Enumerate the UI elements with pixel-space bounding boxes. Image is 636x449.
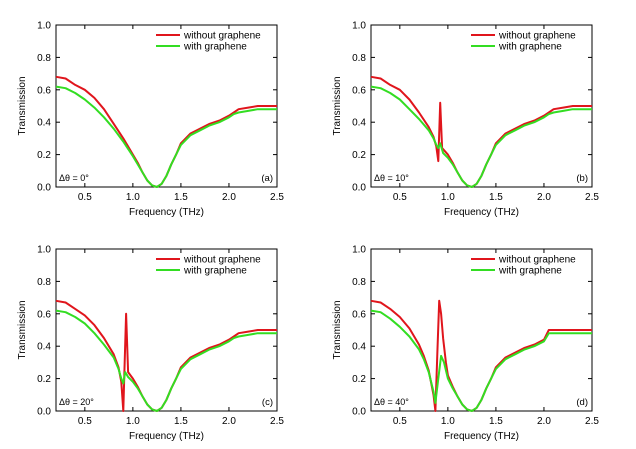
- delta-theta-annotation: Δθ = 40°: [374, 397, 409, 407]
- series-line-without-graphene: [370, 75, 592, 188]
- panel-label: (a): [261, 173, 273, 184]
- x-tick-label: 2.5: [585, 192, 599, 203]
- x-tick-label: 2.0: [537, 192, 551, 203]
- y-tick-label: 0.0: [37, 407, 51, 418]
- legend-label: with graphene: [183, 266, 247, 277]
- x-tick-label: 0.5: [393, 416, 407, 427]
- y-axis-label: Transmission: [332, 76, 343, 135]
- x-axis-label: Frequency (THz): [129, 207, 204, 218]
- y-tick-label: 0.0: [352, 407, 366, 418]
- series-line-without-graphene: [370, 299, 592, 412]
- x-axis-label: Frequency (THz): [129, 431, 204, 442]
- x-tick-label: 1.0: [126, 192, 140, 203]
- y-tick-label: 1.0: [37, 245, 51, 256]
- legend-label: with graphene: [498, 266, 562, 277]
- x-tick-label: 1.5: [174, 192, 188, 203]
- legend-label: without graphene: [183, 31, 261, 42]
- y-tick-label: 0.6: [37, 85, 51, 96]
- y-tick-label: 1.0: [352, 21, 366, 32]
- y-tick-label: 0.6: [352, 309, 366, 320]
- delta-theta-annotation: Δθ = 0°: [59, 173, 89, 183]
- legend-label: without graphene: [183, 255, 261, 266]
- y-tick-label: 0.8: [37, 277, 51, 288]
- y-tick-label: 0.6: [352, 85, 366, 96]
- delta-theta-annotation: Δθ = 20°: [59, 397, 94, 407]
- x-tick-label: 1.0: [126, 416, 140, 427]
- y-tick-label: 0.4: [37, 118, 51, 129]
- x-tick-label: 0.5: [393, 192, 407, 203]
- x-tick-label: 1.0: [441, 416, 455, 427]
- panel-label: (c): [262, 397, 273, 408]
- y-tick-label: 0.8: [352, 277, 366, 288]
- chart-panel-1: 0.0 0.2 0.4 0.6 0.8 1.0 0.5 1.0 1.5 2.0 2.5 Frequen…: [17, 21, 284, 219]
- y-tick-label: 0.8: [352, 53, 366, 64]
- x-tick-label: 0.5: [78, 416, 92, 427]
- x-tick-label: 2.0: [222, 416, 236, 427]
- delta-theta-annotation: Δθ = 10°: [374, 173, 409, 183]
- series-line-with-graphene: [370, 309, 592, 412]
- x-tick-label: 1.5: [489, 192, 503, 203]
- y-tick-label: 1.0: [37, 21, 51, 32]
- y-tick-label: 0.4: [352, 342, 366, 353]
- x-axis-label: Frequency (THz): [444, 431, 519, 442]
- series-line-without-graphene: [55, 75, 277, 188]
- legend-label: without graphene: [498, 255, 576, 266]
- chart-panel-2: 0.0 0.2 0.4 0.6 0.8 1.0 0.5 1.0 1.5 2.0 2.5 Frequen…: [332, 21, 599, 219]
- chart-panel-3: 0.0 0.2 0.4 0.6 0.8 1.0 0.5 1.0 1.5 2.0 2.5 Frequen…: [17, 245, 284, 443]
- x-tick-label: 1.5: [174, 416, 188, 427]
- x-axis-label: Frequency (THz): [444, 207, 519, 218]
- legend-label: with graphene: [183, 42, 247, 53]
- x-tick-label: 2.5: [270, 192, 284, 203]
- series-line-with-graphene: [55, 309, 277, 412]
- y-tick-label: 0.2: [352, 374, 366, 385]
- y-tick-label: 1.0: [352, 245, 366, 256]
- y-tick-label: 0.2: [37, 374, 51, 385]
- y-tick-label: 0.2: [37, 150, 51, 161]
- y-tick-label: 0.0: [37, 183, 51, 194]
- x-tick-label: 1.0: [441, 192, 455, 203]
- y-tick-label: 0.0: [352, 183, 366, 194]
- x-tick-label: 0.5: [78, 192, 92, 203]
- series-line-with-graphene: [370, 85, 592, 188]
- y-tick-label: 0.4: [37, 342, 51, 353]
- y-axis-label: Transmission: [17, 76, 28, 135]
- panel-label: (d): [576, 397, 588, 408]
- legend-label: with graphene: [498, 42, 562, 53]
- panel-label: (b): [576, 173, 588, 184]
- legend-label: without graphene: [498, 31, 576, 42]
- x-tick-label: 1.5: [489, 416, 503, 427]
- series-line-with-graphene: [55, 85, 277, 188]
- y-tick-label: 0.6: [37, 309, 51, 320]
- y-tick-label: 0.2: [352, 150, 366, 161]
- x-tick-label: 2.5: [585, 416, 599, 427]
- x-tick-label: 2.5: [270, 416, 284, 427]
- y-axis-label: Transmission: [332, 300, 343, 359]
- y-tick-label: 0.8: [37, 53, 51, 64]
- x-tick-label: 2.0: [222, 192, 236, 203]
- y-tick-label: 0.4: [352, 118, 366, 129]
- series-line-without-graphene: [55, 299, 277, 412]
- x-tick-label: 2.0: [537, 416, 551, 427]
- y-axis-label: Transmission: [17, 300, 28, 359]
- chart-panel-4: 0.0 0.2 0.4 0.6 0.8 1.0 0.5 1.0 1.5 2.0 2.5 Frequen…: [332, 245, 599, 443]
